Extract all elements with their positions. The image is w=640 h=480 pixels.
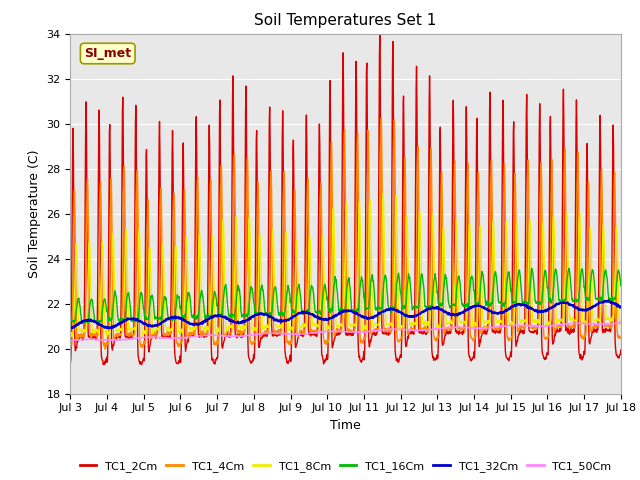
TC1_2Cm xyxy=(376,31,383,37)
Line: TC1_8Cm: TC1_8Cm xyxy=(70,193,621,336)
X-axis label: Time: Time xyxy=(330,419,361,432)
TC1_50Cm xyxy=(189,334,197,339)
TC1_16Cm xyxy=(189,314,197,320)
TC1_32Cm xyxy=(617,304,625,310)
TC1_2Cm xyxy=(176,359,184,365)
TC1_4Cm xyxy=(378,115,385,121)
TC1_8Cm xyxy=(380,191,387,196)
TC1_50Cm xyxy=(176,336,184,341)
TC1_4Cm xyxy=(176,341,184,347)
TC1_2Cm xyxy=(67,360,74,366)
Legend: TC1_2Cm, TC1_4Cm, TC1_8Cm, TC1_16Cm, TC1_32Cm, TC1_50Cm: TC1_2Cm, TC1_4Cm, TC1_8Cm, TC1_16Cm, TC1… xyxy=(75,457,616,477)
TC1_8Cm xyxy=(176,329,184,335)
TC1_8Cm xyxy=(552,315,560,321)
TC1_2Cm xyxy=(189,332,197,338)
TC1_32Cm xyxy=(251,312,259,318)
TC1_32Cm xyxy=(431,305,439,311)
Line: TC1_16Cm: TC1_16Cm xyxy=(70,268,621,323)
TC1_32Cm xyxy=(189,322,197,327)
TC1_4Cm xyxy=(189,331,197,337)
TC1_4Cm xyxy=(504,334,511,340)
TC1_32Cm xyxy=(504,307,511,313)
Text: SI_met: SI_met xyxy=(84,47,131,60)
TC1_16Cm xyxy=(67,308,74,313)
TC1_50Cm xyxy=(431,326,439,332)
TC1_8Cm xyxy=(504,263,511,268)
TC1_4Cm xyxy=(552,325,560,331)
TC1_16Cm xyxy=(431,273,439,278)
Y-axis label: Soil Temperature (C): Soil Temperature (C) xyxy=(28,149,41,278)
TC1_4Cm xyxy=(432,338,440,344)
TC1_8Cm xyxy=(432,321,440,326)
TC1_8Cm xyxy=(67,332,74,337)
TC1_16Cm xyxy=(504,277,511,283)
Line: TC1_4Cm: TC1_4Cm xyxy=(70,118,621,349)
TC1_2Cm xyxy=(617,347,625,353)
TC1_16Cm xyxy=(552,266,559,272)
TC1_50Cm xyxy=(251,332,259,337)
TC1_4Cm xyxy=(617,335,625,340)
TC1_8Cm xyxy=(617,319,625,324)
TC1_16Cm xyxy=(565,265,573,271)
TC1_16Cm xyxy=(251,309,259,314)
TC1_16Cm xyxy=(176,302,184,308)
TC1_32Cm xyxy=(67,324,74,330)
TC1_2Cm xyxy=(504,356,511,362)
TC1_50Cm xyxy=(617,319,625,325)
TC1_4Cm xyxy=(101,347,109,352)
TC1_8Cm xyxy=(251,324,259,330)
TC1_4Cm xyxy=(251,338,259,344)
TC1_32Cm xyxy=(67,325,75,331)
TC1_50Cm xyxy=(504,323,511,329)
TC1_50Cm xyxy=(67,338,74,344)
TC1_8Cm xyxy=(103,334,111,339)
TC1_4Cm xyxy=(67,341,74,347)
TC1_16Cm xyxy=(84,320,92,326)
TC1_32Cm xyxy=(552,302,559,308)
TC1_8Cm xyxy=(189,324,197,330)
TC1_32Cm xyxy=(605,297,612,303)
TC1_32Cm xyxy=(176,315,184,321)
TC1_2Cm xyxy=(251,341,259,347)
TC1_50Cm xyxy=(68,338,76,344)
Title: Soil Temperatures Set 1: Soil Temperatures Set 1 xyxy=(255,13,436,28)
TC1_16Cm xyxy=(617,283,625,288)
Line: TC1_32Cm: TC1_32Cm xyxy=(70,300,621,328)
TC1_50Cm xyxy=(552,322,559,328)
Line: TC1_50Cm: TC1_50Cm xyxy=(70,322,621,341)
TC1_2Cm xyxy=(432,355,440,361)
Line: TC1_2Cm: TC1_2Cm xyxy=(70,34,621,365)
TC1_2Cm xyxy=(99,362,107,368)
TC1_2Cm xyxy=(552,328,560,334)
